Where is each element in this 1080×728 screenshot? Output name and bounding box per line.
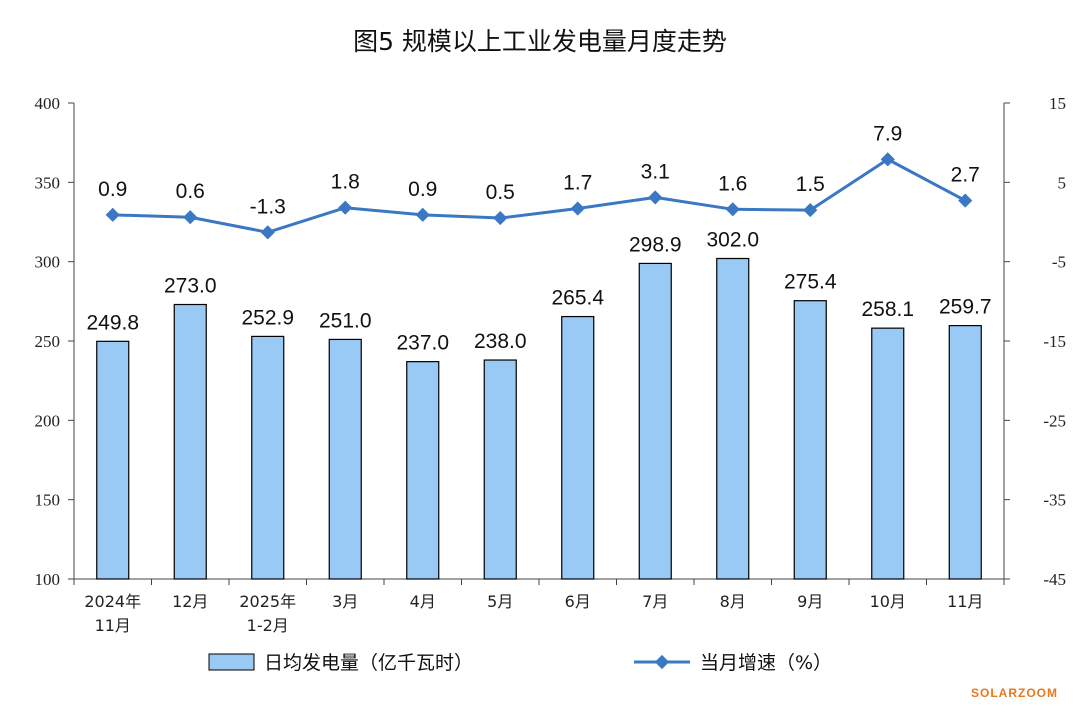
- line-point: [803, 203, 818, 218]
- line-point: [648, 190, 663, 205]
- bar-data-label: 238.0: [474, 330, 527, 353]
- bar-data-label: 298.9: [629, 233, 682, 256]
- bar-data-label: 275.4: [784, 271, 837, 294]
- x-tick-label: 2025年: [239, 592, 296, 611]
- legend-line-label: 当月增速（%）: [700, 652, 832, 674]
- line-data-label: 1.5: [796, 173, 825, 196]
- right-tick-label: 15: [1049, 94, 1066, 113]
- bar-data-label: 252.9: [241, 306, 294, 329]
- growth-line: [112, 157, 966, 234]
- legend-bar-swatch: [208, 653, 255, 671]
- legend: 日均发电量（亿千瓦时） 当月增速（%）: [208, 652, 832, 674]
- left-tick-label: 350: [35, 173, 61, 192]
- bar: [948, 325, 982, 580]
- legend-line-marker: [654, 654, 670, 670]
- x-tick-label: 3月: [332, 592, 358, 611]
- bar: [483, 359, 517, 580]
- bar: [251, 335, 285, 580]
- x-tick-label: 7月: [642, 592, 668, 611]
- x-tick-label: 1-2月: [247, 616, 289, 635]
- line-data-label: 7.9: [873, 122, 902, 145]
- line-point: [415, 207, 430, 222]
- right-tick-label: -15: [1043, 332, 1066, 351]
- x-tick-label: 8月: [720, 592, 746, 611]
- x-tick-label: 11月: [95, 616, 131, 635]
- x-tick-label: 6月: [565, 592, 591, 611]
- bar: [561, 315, 595, 580]
- legend-bar-label: 日均发电量（亿千瓦时）: [264, 652, 473, 674]
- left-tick-label: 400: [35, 94, 61, 113]
- line-data-label: 1.8: [331, 171, 360, 194]
- line-point: [105, 207, 120, 222]
- line-point: [725, 202, 740, 217]
- line-data-label: 0.9: [98, 178, 127, 201]
- left-tick-label: 250: [35, 332, 61, 351]
- left-tick-label: 100: [35, 570, 61, 589]
- watermark: SOLARZOOM: [971, 686, 1058, 700]
- line-point: [493, 210, 508, 226]
- left-tick-label: 200: [35, 411, 61, 430]
- bar: [406, 361, 440, 580]
- bar: [173, 303, 207, 580]
- x-tick-label: 5月: [487, 592, 513, 611]
- line-data-label: 0.5: [486, 181, 515, 204]
- left-tick-label: 150: [35, 491, 61, 510]
- x-tick-label: 9月: [797, 592, 823, 611]
- bar: [793, 300, 827, 580]
- line-data-label: -1.3: [250, 195, 286, 218]
- line-point: [880, 152, 895, 167]
- x-tick-label: 12月: [172, 592, 208, 611]
- line-data-label: 3.1: [641, 160, 670, 183]
- bar-data-label: 302.0: [706, 228, 759, 251]
- plot-area: 100 150 200 250 300 350 400 -45 -35 -25 -15 -5 5 15 20…: [35, 94, 1067, 635]
- bar-data-label: 258.1: [861, 298, 914, 321]
- bar-data-label: 265.4: [551, 287, 604, 310]
- line-point: [570, 201, 585, 216]
- bar: [871, 327, 905, 580]
- line-data-label: 2.7: [951, 164, 980, 187]
- bar-data-label: 273.0: [164, 275, 217, 298]
- bar-data-label: 259.7: [939, 296, 992, 319]
- bar: [328, 338, 362, 580]
- line-point: [260, 225, 275, 240]
- bar: [96, 340, 130, 580]
- line-point: [338, 200, 353, 215]
- line-point: [958, 193, 973, 208]
- right-tick-label: -5: [1052, 253, 1066, 272]
- bar: [638, 262, 672, 580]
- line-data-label: 0.9: [408, 178, 437, 201]
- line-data-label: 0.6: [176, 180, 205, 203]
- right-tick-label: -35: [1043, 491, 1066, 510]
- bar-data-label: 237.0: [396, 332, 449, 355]
- chart-title: 图5 规模以上工业发电量月度走势: [353, 27, 727, 56]
- x-tick-label: 2024年: [84, 592, 141, 611]
- x-tick-label: 10月: [870, 592, 906, 611]
- x-tick-label: 11月: [947, 592, 983, 611]
- line-data-label: 1.6: [718, 172, 747, 195]
- right-tick-label: 5: [1058, 173, 1067, 192]
- x-tick-label: 4月: [410, 592, 436, 611]
- left-tick-label: 300: [35, 253, 61, 272]
- bar-data-label: 249.8: [86, 311, 139, 334]
- line-point: [183, 210, 198, 225]
- bar-data-label: 251.0: [319, 309, 372, 332]
- right-tick-label: -25: [1043, 411, 1066, 430]
- bar: [716, 257, 750, 580]
- line-data-label: 1.7: [563, 172, 592, 195]
- right-tick-label: -45: [1043, 570, 1066, 589]
